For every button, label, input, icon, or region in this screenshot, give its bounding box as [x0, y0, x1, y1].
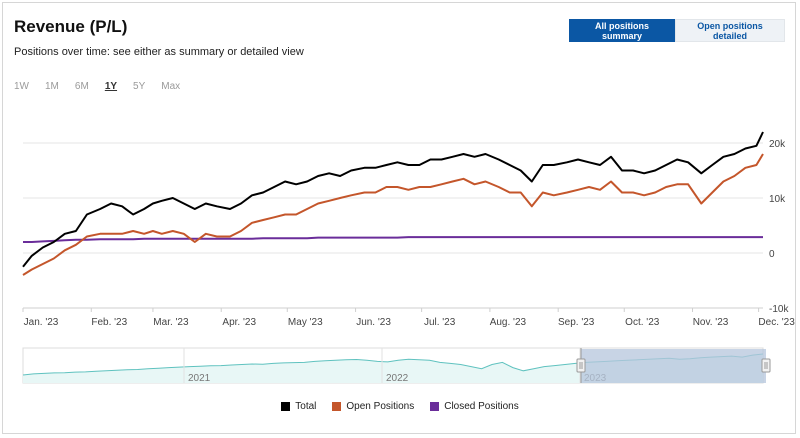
- series-line-open-positions: [22, 153, 764, 276]
- x-tick-label: Apr. '23: [222, 317, 256, 328]
- legend-label-closed: Closed Positions: [444, 401, 519, 412]
- y-tick-label: 10k: [769, 194, 786, 205]
- chart-subtitle: Positions over time: see either as summa…: [14, 46, 304, 58]
- chart-title: Revenue (P/L): [14, 17, 128, 36]
- legend-label-open: Open Positions: [346, 401, 415, 412]
- navigator-selection: [581, 349, 766, 383]
- x-tick-label: Mar. '23: [153, 317, 189, 328]
- range-max[interactable]: Max: [161, 81, 181, 92]
- y-tick-label: -10k: [769, 304, 789, 315]
- range-5y[interactable]: 5Y: [133, 81, 146, 92]
- x-tick-label: Jul. '23: [424, 317, 456, 328]
- legend-swatch-open: [332, 402, 342, 411]
- range-1w[interactable]: 1W: [14, 81, 29, 92]
- y-tick-label: 20k: [769, 139, 786, 150]
- x-tick-label: Jan. '23: [24, 317, 59, 328]
- x-tick-label: Dec. '23: [758, 317, 795, 328]
- navigator-handle-left[interactable]: [576, 358, 586, 373]
- range-1m[interactable]: 1M: [45, 81, 59, 92]
- navigator-handle-right[interactable]: [761, 358, 771, 373]
- range-6m[interactable]: 6M: [74, 81, 89, 92]
- legend-item-open[interactable]: Open Positions: [332, 401, 414, 412]
- x-tick-label: Jun. '23: [356, 317, 391, 328]
- navigator-area: [23, 354, 763, 383]
- x-tick-label: Sep. '23: [558, 317, 595, 328]
- x-tick-label: Feb. '23: [91, 317, 127, 328]
- navigator-year-label: 2021: [188, 373, 211, 384]
- view-toggle: All positions summary Open positions det…: [569, 19, 785, 42]
- legend-item-closed[interactable]: Closed Positions: [430, 401, 519, 412]
- x-tick-label: Oct. '23: [625, 317, 660, 328]
- revenue-card: Revenue (P/L) Positions over time: see e…: [2, 2, 796, 434]
- navigator-year-label: 2022: [386, 373, 409, 384]
- x-tick-label: Nov. '23: [693, 317, 729, 328]
- legend-item-total[interactable]: Total: [281, 401, 316, 412]
- range-selector: 1W 1M 6M 1Y 5Y Max: [14, 81, 180, 92]
- range-1y[interactable]: 1Y: [104, 81, 118, 92]
- x-tick-label: May '23: [288, 317, 323, 328]
- x-tick-label: Aug. '23: [490, 317, 527, 328]
- legend-swatch-closed: [430, 402, 440, 411]
- series-line-total: [22, 131, 764, 268]
- chart-legend: Total Open Positions Closed Positions: [3, 401, 797, 412]
- series-line-closed-positions: [23, 236, 763, 243]
- open-positions-detailed-button[interactable]: Open positions detailed: [675, 19, 785, 42]
- revenue-chart: 20k 10k 0 -10k Jan. '23 Feb. '23 Mar. '23 Apr. …: [22, 131, 795, 384]
- y-tick-label: 0: [769, 249, 775, 260]
- legend-swatch-total: [281, 402, 291, 411]
- all-positions-summary-button[interactable]: All positions summary: [569, 19, 675, 42]
- legend-label-total: Total: [295, 401, 317, 412]
